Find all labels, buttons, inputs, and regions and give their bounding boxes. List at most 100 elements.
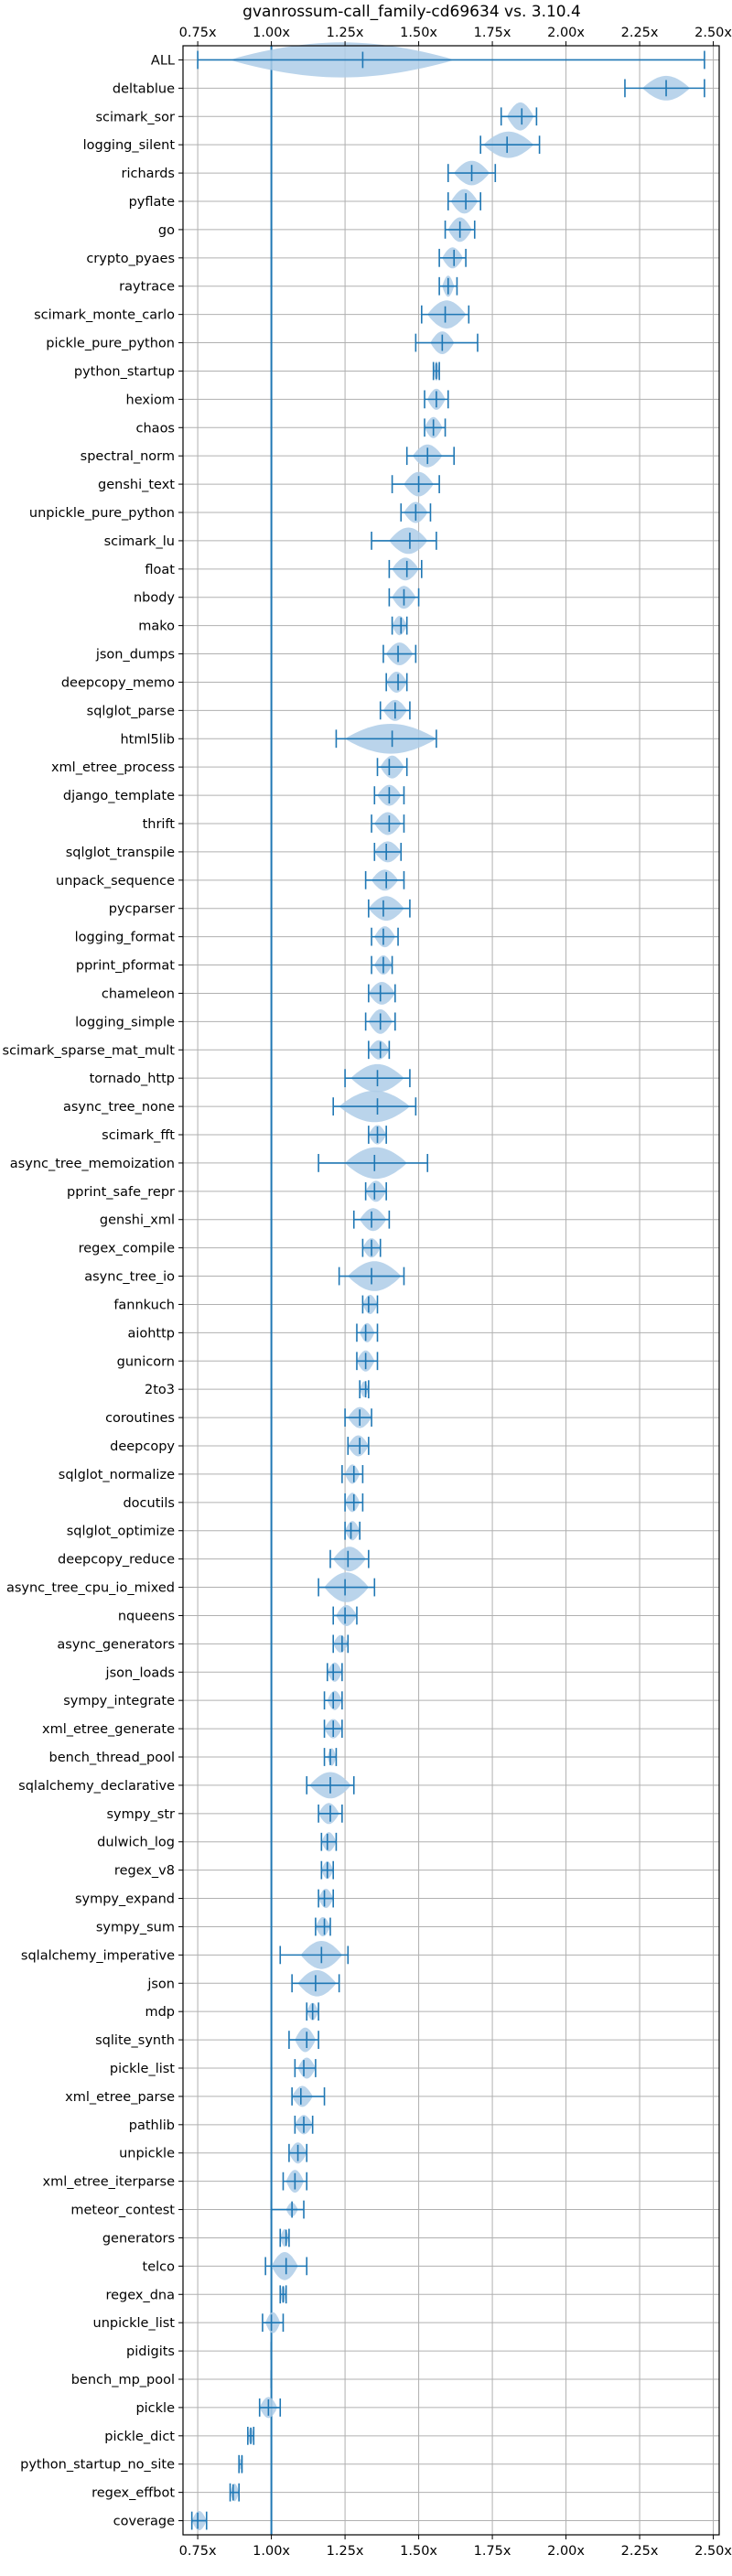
y-tick-label: mdp (145, 2005, 175, 2020)
y-tick-label: async_tree_none (63, 1100, 175, 1115)
y-tick-label: json_dumps (95, 648, 175, 663)
y-tick-label: genshi_text (98, 478, 175, 492)
y-tick-label: xml_etree_generate (42, 1722, 175, 1737)
y-tick-label: generators (102, 2231, 175, 2246)
y-tick-label: gunicorn (117, 1354, 175, 1369)
y-tick-label: sympy_sum (96, 1920, 175, 1935)
y-tick-label: async_generators (57, 1637, 175, 1652)
y-tick-label: deepcopy_memo (61, 675, 175, 690)
y-tick-label: unpickle_list (93, 2316, 176, 2331)
plot-frame (182, 45, 720, 2536)
axis-layer (178, 41, 720, 2539)
y-tick-label: telco (143, 2259, 176, 2274)
y-tick-label: async_tree_io (84, 1270, 175, 1285)
x-tick-label-top: 1.50x (400, 26, 437, 40)
y-tick-label: async_tree_memoization (10, 1157, 175, 1171)
x-tick-label-top: 2.00x (547, 26, 585, 40)
x-tick-label-bottom: 2.50x (694, 2544, 732, 2559)
y-tick-label: crypto_pyaes (86, 252, 175, 266)
y-tick-label: sqlalchemy_imperative (21, 1948, 175, 1963)
chart-title: gvanrossum-call_family-cd69634 vs. 3.10.… (242, 3, 581, 21)
y-tick-label: docutils (123, 1496, 175, 1511)
x-tick-label-bottom: 0.75x (179, 2544, 217, 2559)
x-tick-label-bottom: 2.00x (547, 2544, 585, 2559)
y-tick-label: regex_v8 (114, 1864, 175, 1879)
y-tick-label: pprint_safe_repr (67, 1185, 175, 1200)
x-tick-label-bottom: 1.25x (327, 2544, 364, 2559)
y-tick-label: ALL (151, 53, 175, 68)
y-tick-label: fannkuch (113, 1298, 175, 1312)
x-tick-labels: 0.75x 0.75x 1.00x 1.00x 1.25x 1.25x 1.50x 1.50x… (179, 26, 732, 2559)
y-tick-label: pidigits (126, 2344, 175, 2359)
y-tick-label: aiohttp (127, 1326, 175, 1341)
y-tick-label: sympy_expand (75, 1892, 175, 1907)
y-tick-label: scimark_sor (95, 110, 175, 124)
y-tick-label: mako (138, 620, 175, 634)
x-tick-label-bottom: 1.75x (474, 2544, 511, 2559)
y-tick-label: chaos (136, 421, 175, 436)
x-tick-label-top: 2.25x (621, 26, 659, 40)
y-tick-label: float (145, 563, 175, 577)
x-tick-label-bottom: 1.00x (253, 2544, 290, 2559)
x-tick-label-top: 1.25x (327, 26, 364, 40)
y-tick-label: pathlib (129, 2118, 175, 2133)
y-tick-label: regex_effbot (92, 2486, 175, 2501)
y-tick-label: bench_mp_pool (71, 2373, 175, 2387)
y-tick-label: bench_thread_pool (49, 1751, 175, 1765)
y-tick-label: coroutines (105, 1411, 175, 1426)
y-tick-label: nqueens (118, 1609, 175, 1623)
y-tick-label: pickle_list (110, 2062, 175, 2076)
y-tick-label: pickle_dict (104, 2430, 175, 2444)
y-tick-label: xml_etree_process (51, 760, 175, 775)
y-tick-label: json (146, 1977, 175, 1991)
y-tick-label: html5lib (120, 732, 175, 747)
y-tick-label: spectral_norm (81, 449, 175, 464)
y-tick-label: deltablue (113, 81, 175, 96)
y-tick-label: json_loads (105, 1665, 175, 1680)
y-tick-label: coverage (113, 2515, 175, 2529)
y-tick-label: richards (121, 167, 175, 181)
y-tick-label: nbody (134, 591, 175, 606)
y-tick-label: regex_compile (79, 1242, 175, 1256)
x-tick-label-top: 0.75x (179, 26, 217, 40)
y-tick-label: go (158, 223, 175, 238)
y-tick-label: xml_etree_parse (65, 2090, 175, 2105)
y-tick-label: dulwich_log (97, 1836, 175, 1850)
y-tick-label: async_tree_cpu_io_mixed (6, 1581, 175, 1596)
y-tick-label: deepcopy_reduce (58, 1553, 175, 1568)
y-tick-label: unpack_sequence (56, 874, 175, 889)
y-tick-label: logging_silent (83, 138, 176, 153)
y-tick-label: meteor_contest (70, 2204, 175, 2218)
y-tick-label: scimark_monte_carlo (34, 308, 175, 323)
y-tick-label: tornado_http (90, 1072, 175, 1086)
y-tick-label: sqlglot_normalize (59, 1468, 175, 1482)
y-tick-label: 2to3 (145, 1383, 175, 1397)
y-tick-label: django_template (63, 789, 175, 803)
y-tick-label: chameleon (102, 986, 175, 1001)
y-tick-label: pickle_pure_python (46, 337, 175, 351)
y-tick-label: pickle (135, 2401, 175, 2416)
y-tick-label: sympy_integrate (63, 1694, 175, 1708)
x-tick-label-top: 1.75x (474, 26, 511, 40)
y-tick-label: python_startup (74, 364, 175, 379)
y-tick-label: unpickle_pure_python (29, 506, 175, 521)
y-tick-label: logging_simple (75, 1015, 175, 1029)
x-tick-label-bottom: 2.25x (621, 2544, 659, 2559)
y-tick-label: hexiom (126, 393, 175, 407)
y-tick-label: scimark_lu (104, 534, 175, 549)
y-tick-label: deepcopy (110, 1439, 175, 1454)
y-tick-labels: ALL deltablue scimark_sor logging_silentric… (3, 53, 176, 2528)
x-tick-label-top: 1.00x (253, 26, 290, 40)
x-tick-label-top: 2.50x (694, 26, 732, 40)
y-tick-label: regex_dna (105, 2288, 175, 2302)
y-tick-label: sqlalchemy_declarative (18, 1779, 175, 1794)
x-tick-label-bottom: 1.50x (400, 2544, 437, 2559)
y-tick-label: sqlglot_transpile (66, 846, 175, 860)
y-tick-label: thrift (143, 817, 176, 832)
y-tick-label: sqlglot_parse (87, 704, 175, 718)
y-tick-label: scimark_fft (102, 1128, 175, 1143)
y-tick-label: raytrace (119, 280, 175, 295)
y-tick-label: pycparser (109, 902, 175, 917)
y-tick-label: xml_etree_iterparse (43, 2175, 176, 2190)
